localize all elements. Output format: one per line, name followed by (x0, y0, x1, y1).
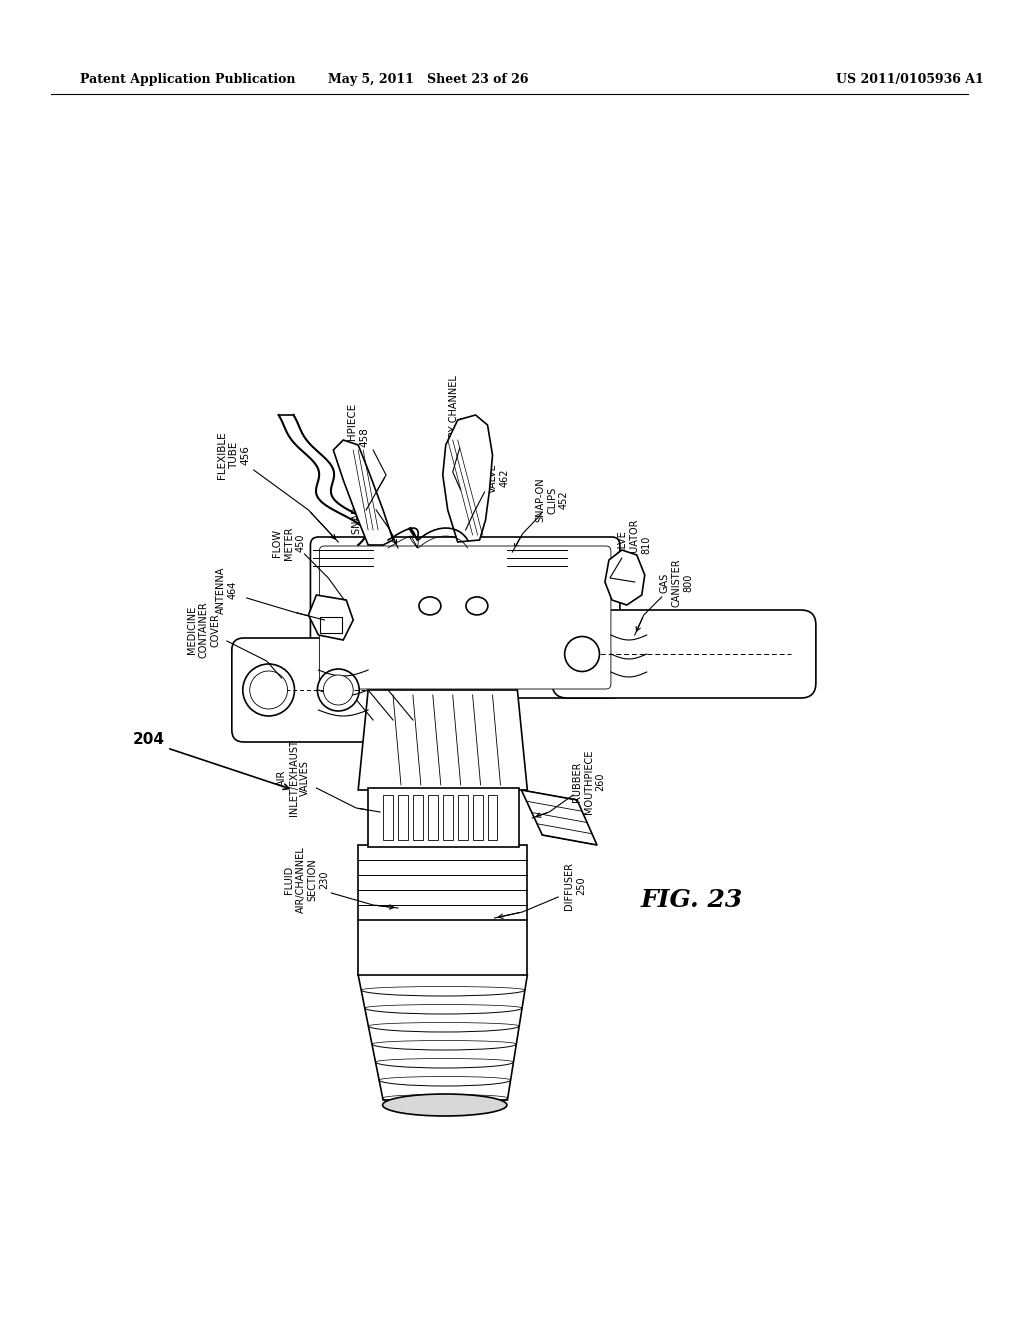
Text: FLOW
METER
450: FLOW METER 450 (272, 527, 305, 560)
Text: AIR
INLET/EXHAUST
VALVES: AIR INLET/EXHAUST VALVES (276, 739, 310, 817)
Polygon shape (358, 975, 527, 1100)
Text: SNAP ON CLIPS
452: SNAP ON CLIPS 452 (352, 459, 374, 535)
FancyBboxPatch shape (319, 546, 611, 689)
FancyBboxPatch shape (231, 638, 385, 742)
Bar (473, 795, 482, 840)
Bar (428, 795, 438, 840)
Text: RUBBER
MOUTHPIECE
260: RUBBER MOUTHPIECE 260 (572, 750, 605, 814)
Bar (413, 795, 423, 840)
Text: VALVE
ACTUATOR
810: VALVE ACTUATOR 810 (618, 519, 651, 572)
Text: US 2011/0105936 A1: US 2011/0105936 A1 (836, 74, 983, 87)
Text: INTAKE CHANNEL
VALVE
462: INTAKE CHANNEL VALVE 462 (476, 436, 509, 520)
Polygon shape (605, 550, 645, 605)
Text: DIFFUSER
250: DIFFUSER 250 (564, 862, 586, 909)
Text: FLEXIBLE
TUBE
456: FLEXIBLE TUBE 456 (217, 432, 251, 479)
Ellipse shape (250, 671, 288, 709)
FancyBboxPatch shape (321, 616, 342, 634)
Ellipse shape (243, 664, 295, 715)
Text: FLUID
AIR/CHANNEL
SECTION
230: FLUID AIR/CHANNEL SECTION 230 (284, 846, 329, 913)
Bar (458, 795, 468, 840)
Text: EXPIRATORY CHANNEL
VALVE
460: EXPIRATORY CHANNEL VALVE 460 (450, 375, 482, 484)
Text: 204: 204 (133, 733, 165, 747)
Polygon shape (521, 789, 597, 845)
Text: FIG. 23: FIG. 23 (640, 888, 742, 912)
Ellipse shape (317, 669, 359, 711)
Ellipse shape (564, 636, 599, 672)
Polygon shape (358, 690, 527, 789)
Bar (487, 795, 498, 840)
Bar (383, 795, 393, 840)
Text: MEDICINE
CONTAINER
COVER: MEDICINE CONTAINER COVER (187, 602, 220, 659)
Text: Patent Application Publication: Patent Application Publication (80, 74, 295, 87)
Polygon shape (442, 414, 493, 543)
Polygon shape (358, 845, 527, 920)
Ellipse shape (383, 1094, 507, 1115)
Ellipse shape (466, 597, 487, 615)
Bar (442, 795, 453, 840)
Ellipse shape (419, 597, 441, 615)
Polygon shape (334, 440, 393, 545)
FancyBboxPatch shape (310, 537, 620, 698)
Ellipse shape (324, 675, 353, 705)
Text: ANTENNA
464: ANTENNA 464 (216, 566, 238, 614)
FancyBboxPatch shape (552, 610, 816, 698)
Polygon shape (308, 595, 353, 640)
Text: MOUTHPIECE
458: MOUTHPIECE 458 (347, 403, 369, 471)
Text: SNAP-ON
CLIPS
452: SNAP-ON CLIPS 452 (536, 478, 568, 523)
Bar (398, 795, 408, 840)
FancyBboxPatch shape (369, 788, 519, 847)
Text: May 5, 2011   Sheet 23 of 26: May 5, 2011 Sheet 23 of 26 (328, 74, 528, 87)
Text: GAS
CANISTER
800: GAS CANISTER 800 (660, 558, 693, 607)
